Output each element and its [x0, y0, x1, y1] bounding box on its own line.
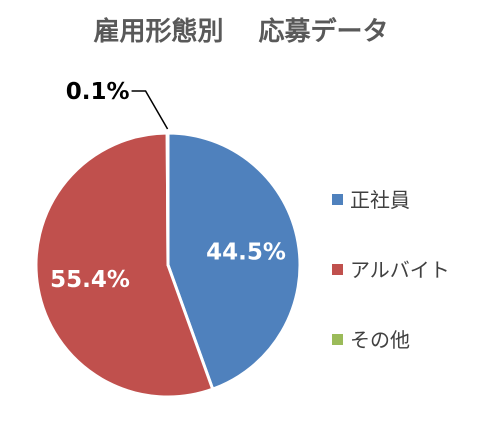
legend-swatch-3 — [332, 334, 343, 345]
pie-slice-1 — [166, 131, 302, 391]
legend-swatch-1 — [332, 194, 343, 205]
legend-label-3: その他 — [350, 328, 410, 352]
legend-label-1: 正社員 — [350, 188, 410, 212]
legend-swatch-2 — [332, 264, 343, 275]
data-labels: 44.5% 55.4% 0.1% — [50, 79, 286, 293]
data-label-1: 44.5% — [206, 239, 286, 265]
chart-title: 雇用形態別 応募データ — [93, 16, 388, 47]
pie-slices — [34, 131, 302, 399]
pie-slice-3 — [165, 131, 170, 267]
data-label-3: 0.1% — [66, 79, 130, 105]
leader-line — [131, 90, 169, 130]
legend-label-2: アルバイト — [350, 258, 450, 282]
data-label-2: 55.4% — [50, 267, 130, 293]
leader-lines — [131, 90, 169, 130]
pie-slice-2 — [34, 131, 215, 399]
